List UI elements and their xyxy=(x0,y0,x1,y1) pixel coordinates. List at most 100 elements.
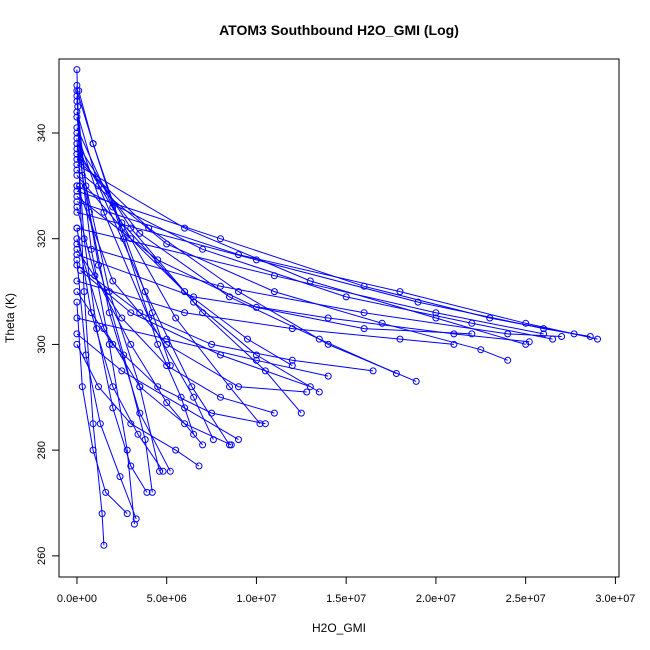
data-point xyxy=(163,340,171,348)
data-point xyxy=(143,488,151,496)
data-point xyxy=(270,288,278,296)
series-line xyxy=(76,344,200,467)
x-axis-label: H2O_GMI xyxy=(312,621,366,635)
data-point xyxy=(109,340,117,348)
data-point xyxy=(360,325,368,333)
data-point xyxy=(163,335,171,343)
data-point xyxy=(141,288,149,296)
data-point xyxy=(73,198,81,206)
data-point xyxy=(315,335,323,343)
data-point xyxy=(73,182,81,190)
series-profile-38 xyxy=(73,182,311,396)
series-line xyxy=(76,138,148,493)
data-point xyxy=(73,134,81,142)
data-point xyxy=(190,298,198,306)
data-point xyxy=(89,140,97,148)
data-point xyxy=(73,298,81,306)
data-point xyxy=(141,436,149,444)
series-line xyxy=(76,259,137,520)
data-point xyxy=(252,256,260,264)
y-tick-label: 280 xyxy=(36,441,48,459)
series-line xyxy=(76,238,232,446)
data-point xyxy=(172,314,180,322)
data-point xyxy=(118,224,126,232)
data-point xyxy=(89,446,97,454)
data-point xyxy=(127,235,135,243)
data-point xyxy=(148,309,156,317)
data-point xyxy=(324,314,332,322)
data-point xyxy=(270,409,278,417)
data-point xyxy=(73,150,81,158)
data-point xyxy=(82,351,90,359)
data-point xyxy=(127,340,135,348)
data-point xyxy=(109,277,117,285)
series-profile-24 xyxy=(73,261,377,375)
data-point xyxy=(73,192,81,200)
data-point xyxy=(77,266,84,274)
series-line xyxy=(76,254,530,343)
data-point xyxy=(477,346,485,354)
data-point xyxy=(159,467,167,475)
series-profile-35 xyxy=(73,330,242,444)
series-line xyxy=(76,185,553,340)
data-point xyxy=(235,383,242,391)
series-line xyxy=(76,164,526,345)
data-point xyxy=(504,330,512,338)
data-point xyxy=(522,319,530,327)
data-point xyxy=(73,330,81,338)
data-point xyxy=(109,383,117,391)
data-point xyxy=(195,462,203,470)
data-point xyxy=(73,87,81,95)
series-profile-36 xyxy=(73,340,203,470)
y-tick-label: 320 xyxy=(36,230,48,248)
data-point xyxy=(468,319,476,327)
data-point xyxy=(297,409,305,417)
series-profile-20 xyxy=(73,171,296,370)
data-point xyxy=(396,288,404,296)
data-point xyxy=(136,383,144,391)
data-point xyxy=(342,293,350,301)
data-point xyxy=(95,383,102,391)
x-tick-label: 0.0e+00 xyxy=(57,593,97,605)
data-point xyxy=(132,515,140,523)
data-point xyxy=(73,251,81,259)
data-point xyxy=(217,351,224,359)
data-point xyxy=(558,333,566,340)
data-point xyxy=(235,436,242,444)
series-line xyxy=(76,201,598,340)
series-profile-23 xyxy=(73,245,278,417)
data-point xyxy=(163,362,171,370)
series-profile-27 xyxy=(73,256,140,523)
series-line xyxy=(76,333,239,441)
data-point xyxy=(118,314,126,322)
series-line xyxy=(76,249,275,414)
series-line xyxy=(76,228,164,472)
y-tick-label: 260 xyxy=(36,547,48,565)
data-point xyxy=(235,288,242,296)
data-point xyxy=(324,372,332,380)
data-point xyxy=(270,272,278,280)
data-point xyxy=(227,441,235,449)
data-point xyxy=(118,367,126,375)
data-point xyxy=(136,409,144,417)
data-point xyxy=(73,124,81,132)
data-point xyxy=(73,288,81,296)
data-point xyxy=(217,235,224,243)
series-line xyxy=(76,159,417,382)
data-point xyxy=(414,298,422,306)
series-profile-26 xyxy=(73,235,235,449)
series-profile-30 xyxy=(73,314,332,380)
series-profile-32 xyxy=(73,224,548,338)
data-point xyxy=(73,145,81,153)
data-point xyxy=(93,325,101,333)
data-point xyxy=(261,420,269,428)
data-point xyxy=(116,473,124,481)
data-point xyxy=(123,510,131,518)
y-tick-label: 300 xyxy=(36,335,48,353)
series-line xyxy=(76,185,307,393)
data-point xyxy=(73,277,81,285)
data-point xyxy=(190,293,198,301)
series-line xyxy=(76,211,591,337)
data-point xyxy=(136,309,144,317)
data-point xyxy=(154,340,162,348)
